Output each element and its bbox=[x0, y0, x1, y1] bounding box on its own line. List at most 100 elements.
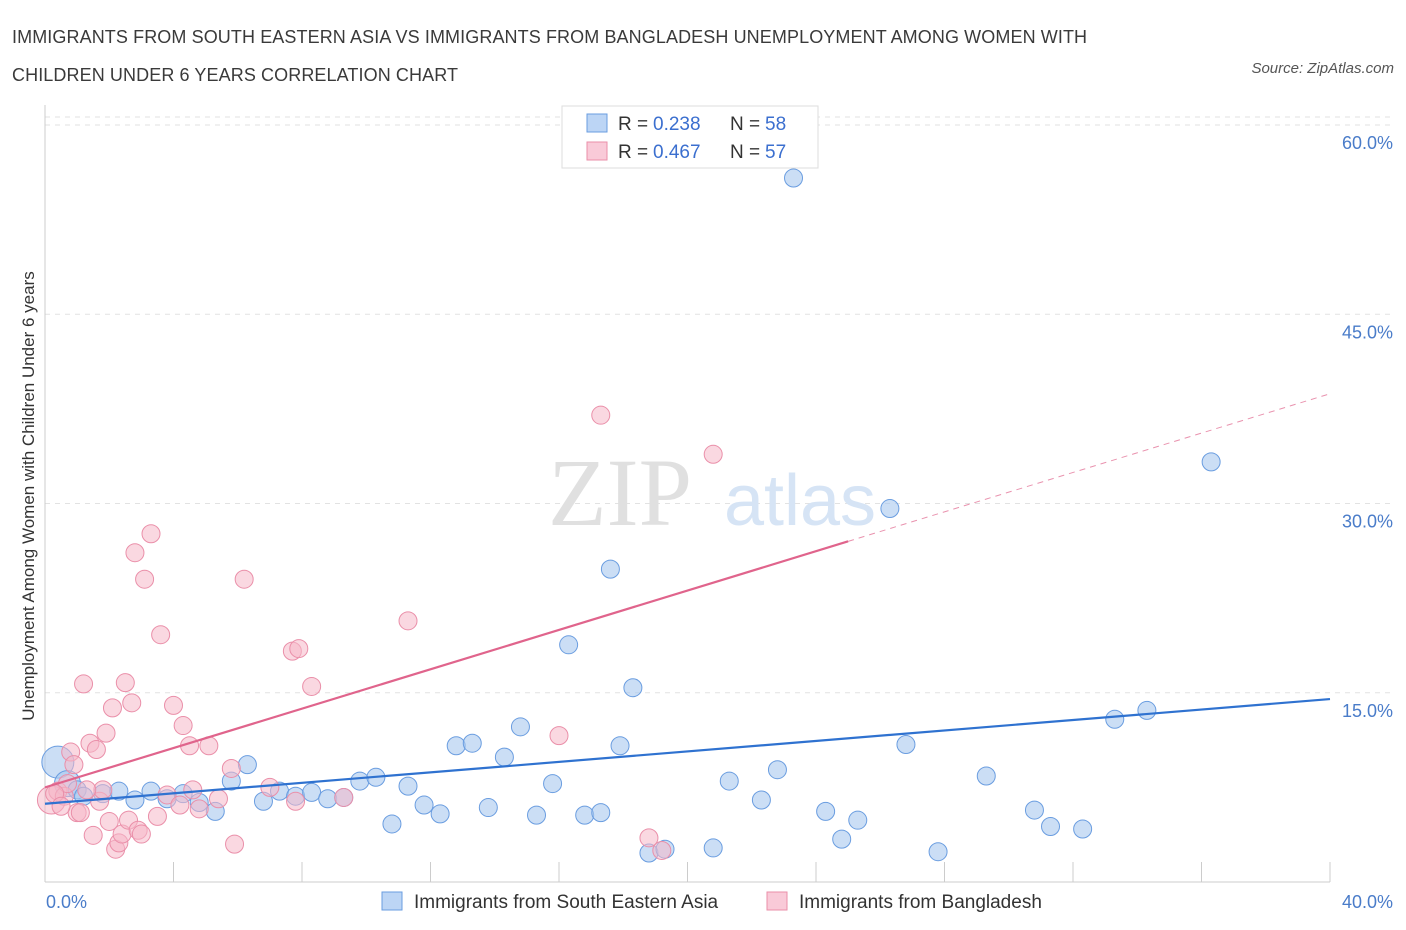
y-tick-label: 60.0% bbox=[1342, 133, 1393, 153]
point-bangladesh bbox=[289, 639, 309, 659]
point-south-eastern-asia bbox=[382, 814, 402, 834]
legend-r-value: 0.238 bbox=[653, 114, 701, 135]
point-south-eastern-asia bbox=[610, 736, 630, 756]
point-south-eastern-asia bbox=[848, 810, 868, 830]
point-bangladesh bbox=[221, 758, 241, 778]
point-south-eastern-asia bbox=[575, 805, 595, 825]
legend-n-label: N = bbox=[730, 114, 760, 135]
point-bangladesh bbox=[334, 787, 354, 807]
legend-n-label: N = bbox=[730, 142, 760, 163]
bottom-legend-label-pink: Immigrants from Bangladesh bbox=[799, 892, 1042, 913]
legend-swatch-blue bbox=[586, 113, 608, 133]
x-tick-label: 0.0% bbox=[46, 892, 87, 912]
point-south-eastern-asia bbox=[880, 499, 900, 519]
point-bangladesh bbox=[183, 780, 203, 800]
point-bangladesh bbox=[147, 806, 167, 826]
point-bangladesh bbox=[102, 698, 122, 718]
point-bangladesh bbox=[64, 755, 84, 775]
bottom-legend-swatch-pink bbox=[766, 891, 788, 911]
point-bangladesh bbox=[652, 840, 672, 860]
point-bangladesh bbox=[115, 673, 135, 693]
point-bangladesh bbox=[125, 543, 145, 563]
grid-lines bbox=[45, 116, 1395, 694]
point-south-eastern-asia bbox=[350, 771, 370, 791]
point-bangladesh bbox=[135, 569, 155, 589]
x-tick-labels: 0.0% 40.0% bbox=[46, 892, 1393, 912]
watermark-atlas: atlas bbox=[724, 461, 876, 541]
point-bangladesh bbox=[234, 569, 254, 589]
watermark: ZIP atlas bbox=[548, 439, 876, 546]
point-south-eastern-asia bbox=[414, 795, 434, 815]
y-tick-labels: 15.0% 30.0% 45.0% 60.0% bbox=[1342, 133, 1393, 721]
point-bangladesh bbox=[151, 625, 171, 645]
trend-lines bbox=[44, 393, 1331, 805]
point-south-eastern-asia bbox=[510, 717, 530, 737]
legend-r-value: 0.467 bbox=[653, 142, 701, 163]
point-south-eastern-asia bbox=[462, 733, 482, 753]
point-south-eastern-asia bbox=[237, 755, 257, 775]
point-bangladesh bbox=[99, 811, 119, 831]
point-bangladesh bbox=[83, 825, 103, 845]
point-bangladesh bbox=[302, 676, 322, 696]
legend-n-value: 58 bbox=[765, 114, 786, 135]
point-bangladesh bbox=[189, 799, 209, 819]
point-south-eastern-asia bbox=[896, 734, 916, 754]
point-south-eastern-asia bbox=[494, 747, 514, 767]
point-south-eastern-asia bbox=[767, 760, 787, 780]
watermark-zip: ZIP bbox=[548, 439, 692, 546]
point-south-eastern-asia bbox=[318, 789, 338, 809]
y-tick-label: 45.0% bbox=[1342, 322, 1393, 342]
point-south-eastern-asia bbox=[398, 776, 418, 796]
point-south-eastern-asia bbox=[1105, 709, 1125, 729]
point-bangladesh bbox=[173, 716, 193, 736]
bottom-legend-label-blue: Immigrants from South Eastern Asia bbox=[414, 892, 719, 913]
trend-line-south-eastern-asia bbox=[44, 697, 1331, 805]
point-south-eastern-asia bbox=[591, 803, 611, 823]
point-bangladesh bbox=[141, 524, 161, 544]
legend-r-label: R = bbox=[618, 114, 648, 135]
point-bangladesh bbox=[549, 726, 569, 746]
point-bangladesh bbox=[286, 791, 306, 811]
point-south-eastern-asia bbox=[1024, 800, 1044, 820]
stats-legend: R = 0.238 N = 58 R = 0.467 N = 57 bbox=[561, 105, 819, 169]
point-bangladesh bbox=[96, 723, 116, 743]
point-south-eastern-asia bbox=[430, 804, 450, 824]
point-bangladesh bbox=[225, 834, 245, 854]
point-bangladesh bbox=[131, 824, 151, 844]
legend-swatch-pink bbox=[586, 141, 608, 161]
point-bangladesh bbox=[639, 828, 659, 848]
legend-n-value: 57 bbox=[765, 142, 786, 163]
point-south-eastern-asia bbox=[1137, 700, 1157, 720]
y-tick-label: 30.0% bbox=[1342, 512, 1393, 532]
point-south-eastern-asia bbox=[832, 829, 852, 849]
point-south-eastern-asia bbox=[928, 842, 948, 862]
point-south-eastern-asia bbox=[141, 781, 161, 801]
point-bangladesh bbox=[77, 780, 97, 800]
point-south-eastern-asia bbox=[751, 790, 771, 810]
x-tick-label: 40.0% bbox=[1342, 892, 1393, 912]
point-south-eastern-asia bbox=[703, 838, 723, 858]
point-south-eastern-asia bbox=[623, 678, 643, 698]
series-legend: Immigrants from South Eastern Asia Immig… bbox=[381, 891, 1042, 913]
point-south-eastern-asia bbox=[719, 771, 739, 791]
point-south-eastern-asia bbox=[302, 782, 322, 802]
legend-r-label: R = bbox=[618, 142, 648, 163]
point-south-eastern-asia bbox=[559, 635, 579, 655]
point-bangladesh bbox=[86, 740, 106, 760]
point-bangladesh bbox=[208, 789, 228, 809]
point-bangladesh bbox=[260, 777, 280, 797]
point-south-eastern-asia bbox=[478, 798, 498, 818]
point-south-eastern-asia bbox=[125, 790, 145, 810]
chart-title: IMMIGRANTS FROM SOUTH EASTERN ASIA VS IM… bbox=[12, 27, 1088, 85]
point-bangladesh bbox=[398, 611, 418, 631]
point-south-eastern-asia bbox=[816, 801, 836, 821]
point-bangladesh bbox=[591, 405, 611, 425]
point-bangladesh bbox=[170, 795, 190, 815]
y-tick-label: 15.0% bbox=[1342, 701, 1393, 721]
point-south-eastern-asia bbox=[1041, 816, 1061, 836]
point-bangladesh bbox=[93, 780, 113, 800]
y-axis-label: Unemployment Among Women with Children U… bbox=[19, 271, 38, 720]
point-south-eastern-asia bbox=[784, 168, 804, 188]
point-south-eastern-asia bbox=[976, 766, 996, 786]
